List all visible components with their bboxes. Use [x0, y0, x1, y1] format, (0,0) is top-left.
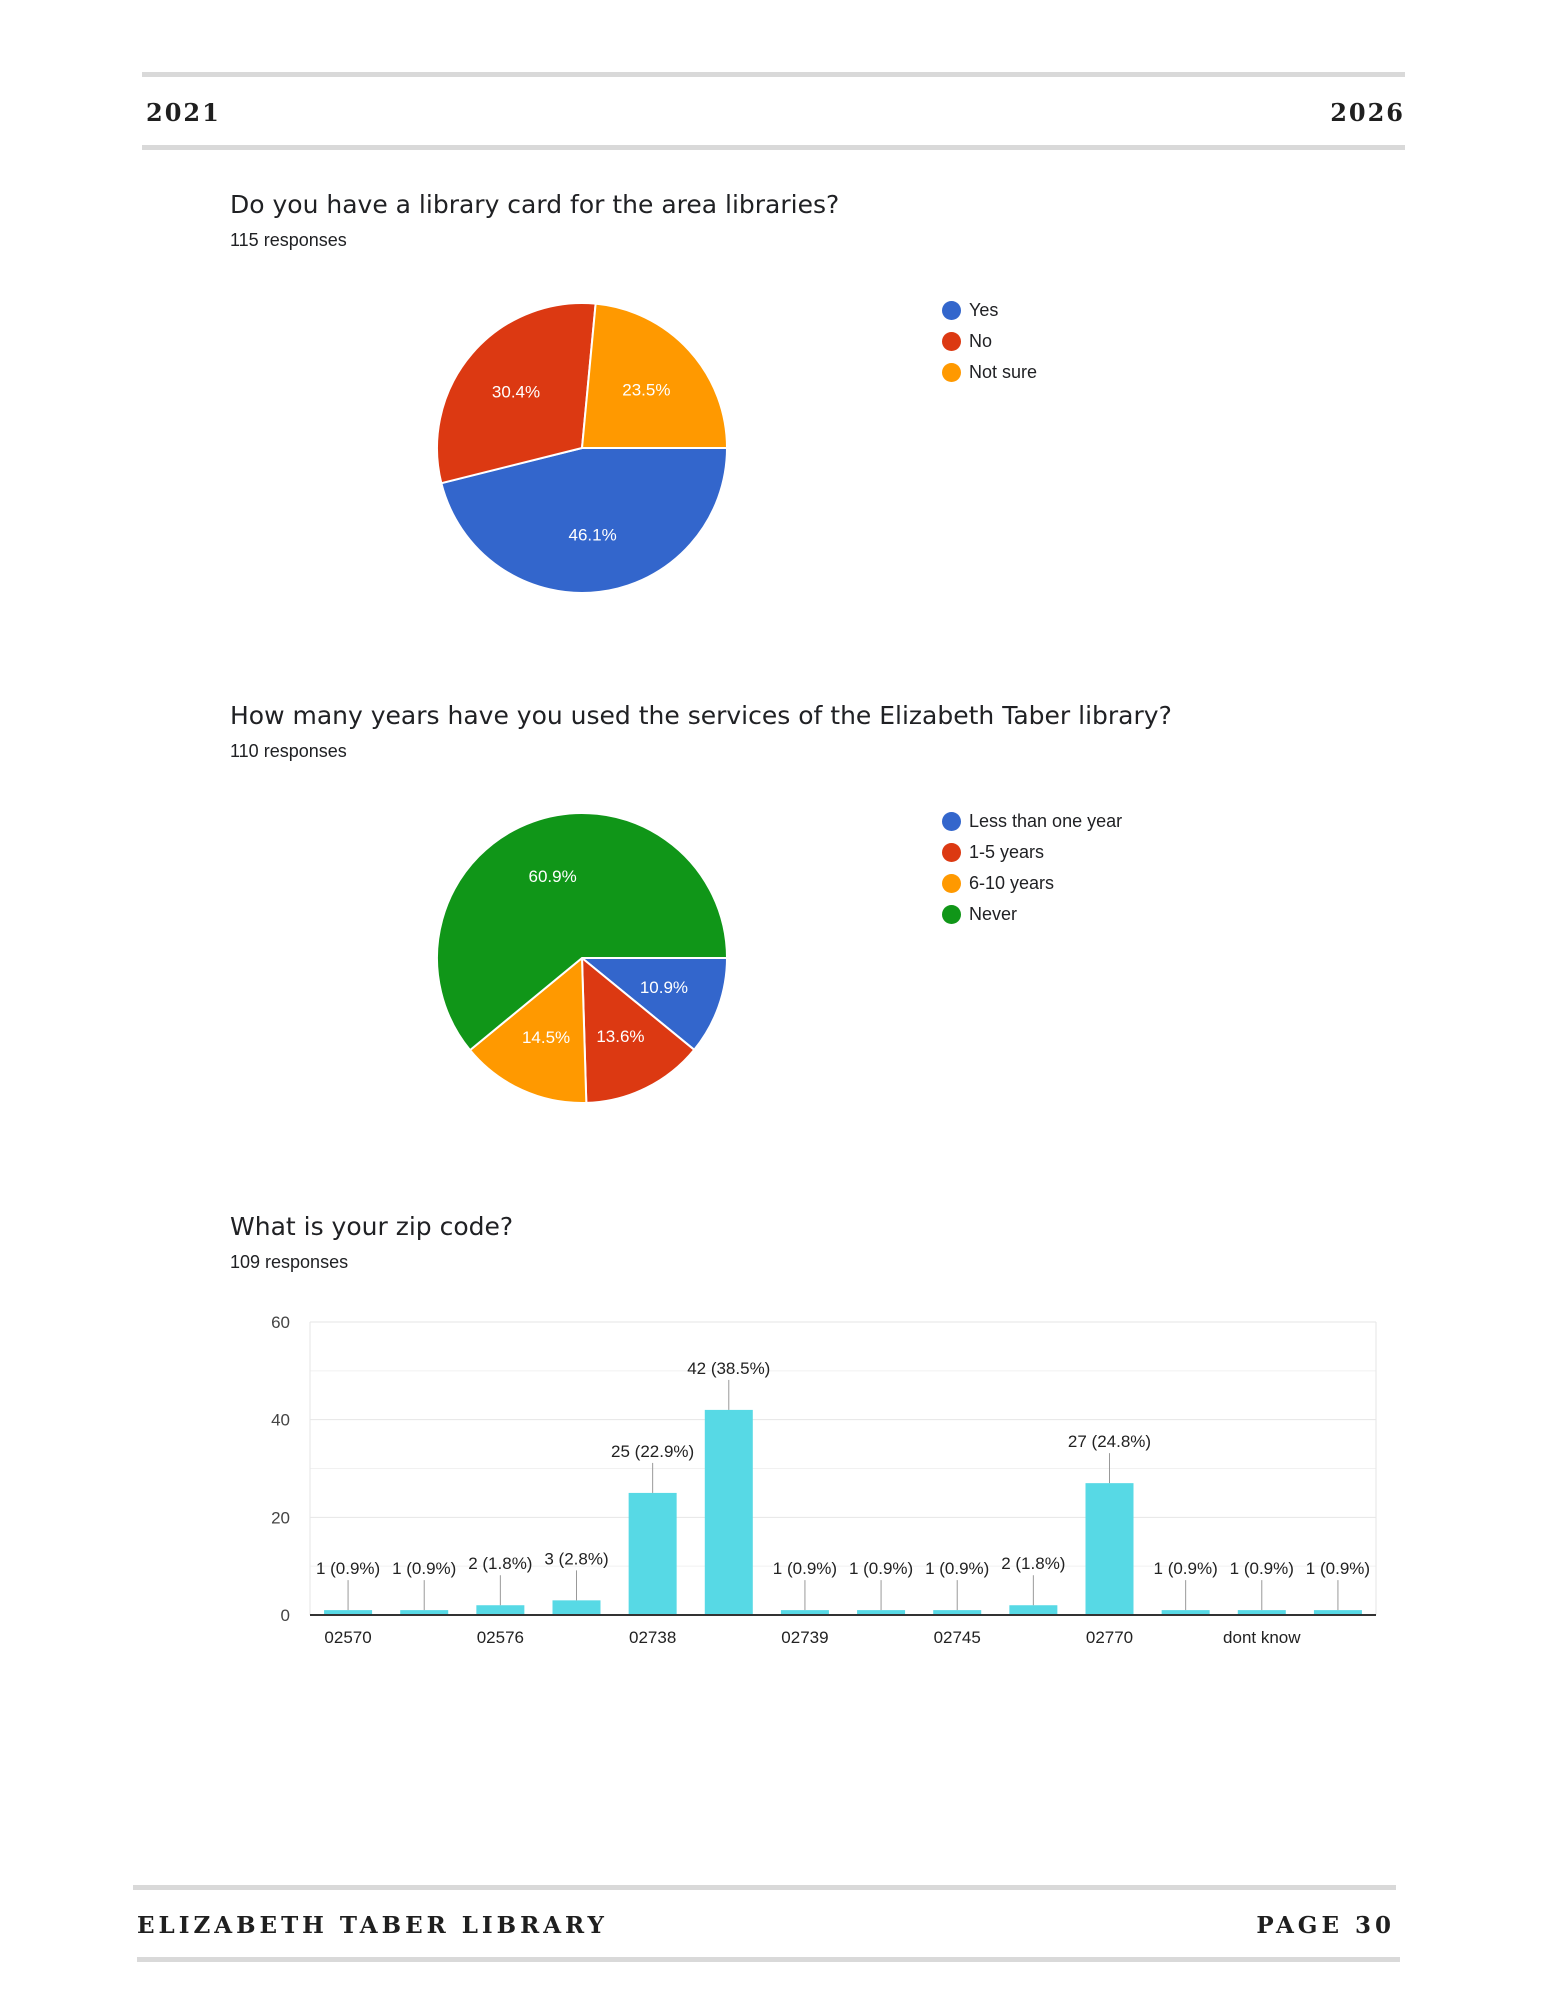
header-bottom-rule	[142, 145, 1405, 150]
bar-3	[552, 1600, 601, 1615]
years-legend-dot-1	[942, 843, 961, 862]
bar-xtick-0: 02570	[324, 1628, 371, 1647]
card-slice-label-0: 46.1%	[569, 525, 617, 544]
card-slice-0	[440, 447, 729, 594]
years-slice-0	[579, 957, 729, 1052]
bar-data-label-7: 1 (0.9%)	[849, 1559, 913, 1578]
years-legend-dot-3	[942, 905, 961, 924]
bar-data-label-3: 3 (2.8%)	[544, 1549, 608, 1568]
card-slice-1	[436, 302, 597, 485]
card-slice-2	[580, 302, 729, 449]
pie-chart-years-used: 10.9% 13.6% 14.5% 60.9%	[436, 812, 729, 1104]
years-legend-item-3: Never	[942, 899, 1122, 930]
years-legend-label-0: Less than one year	[969, 811, 1123, 831]
footer-top-rule	[133, 1885, 1396, 1890]
bar-ytick-0: 0	[281, 1606, 290, 1625]
bar-xtick-2: 02738	[629, 1628, 676, 1647]
card-legend-dot-0	[942, 301, 961, 320]
bar-data-label-1: 1 (0.9%)	[392, 1559, 456, 1578]
bar-data-label-4: 25 (22.9%)	[611, 1442, 694, 1461]
card-legend-item-1: No	[942, 326, 1037, 357]
footer-bottom-rule	[137, 1957, 1400, 1962]
bar-xtick-5: 02770	[1086, 1628, 1133, 1647]
years-slice-label-2: 14.5%	[522, 1028, 570, 1047]
bar-ytick-2: 40	[271, 1411, 290, 1430]
bar-data-label-5: 42 (38.5%)	[687, 1359, 770, 1378]
years-legend-dot-0	[942, 812, 961, 831]
years-legend-item-0: Less than one year	[942, 806, 1122, 837]
bar-9	[1009, 1605, 1058, 1615]
bar-data-label-2: 2 (1.8%)	[468, 1554, 532, 1573]
bar-5	[704, 1409, 753, 1615]
years-slice-label-1: 13.6%	[596, 1027, 644, 1046]
footer-library-name: ELIZABETH TABER LIBRARY	[137, 1912, 608, 1939]
bar-1	[400, 1610, 449, 1615]
header-top-rule	[142, 72, 1405, 77]
bar-4	[628, 1492, 677, 1615]
bar-8	[933, 1610, 982, 1615]
bar-13	[1313, 1610, 1362, 1615]
bar-chart-zip-code: 0 20 40 60 1 (0.9%) 1 (0.9%) 2 (1.8%) 3 (2.8%) 2…	[271, 1313, 1377, 1647]
card-legend-item-0: Yes	[942, 295, 1037, 326]
question-2-responses: 110 responses	[230, 741, 347, 761]
question-1-responses: 115 responses	[230, 230, 347, 250]
question-3-responses: 109 responses	[230, 1252, 349, 1272]
years-legend-dot-2	[942, 874, 961, 893]
card-slice-label-2: 23.5%	[622, 380, 670, 399]
bar-xtick-6: dont know	[1223, 1628, 1301, 1647]
bar-12	[1237, 1610, 1286, 1615]
bar-data-label-11: 1 (0.9%)	[1154, 1559, 1218, 1578]
legend-library-card: Yes No Not sure	[942, 295, 1037, 388]
bar-data-label-9: 2 (1.8%)	[1001, 1554, 1065, 1573]
years-legend-label-1: 1-5 years	[969, 842, 1045, 862]
years-slice-label-0: 10.9%	[640, 978, 688, 997]
pie-chart-library-card: 46.1% 30.4% 23.5%	[436, 302, 729, 594]
bar-data-label-8: 1 (0.9%)	[925, 1559, 989, 1578]
header-year-end: 2026	[1330, 98, 1405, 127]
bar-0	[324, 1610, 373, 1615]
bar-data-label-10: 27 (24.8%)	[1068, 1432, 1151, 1451]
question-3-title: What is your zip code?	[230, 1212, 514, 1241]
bar-10	[1085, 1483, 1134, 1615]
years-legend-item-2: 6-10 years	[942, 868, 1122, 899]
bar-ytick-1: 20	[271, 1508, 290, 1527]
card-legend-label-2: Not sure	[969, 362, 1038, 382]
years-slice-3	[436, 812, 729, 1052]
footer-page-number: PAGE 30	[1256, 1912, 1395, 1939]
bar-2	[476, 1605, 525, 1615]
years-legend-label-3: Never	[969, 904, 1018, 924]
card-legend-dot-2	[942, 363, 961, 382]
years-slice-2	[468, 955, 588, 1104]
bar-xtick-1: 02576	[477, 1628, 524, 1647]
years-legend-item-1: 1-5 years	[942, 837, 1122, 868]
bar-xtick-4: 02745	[934, 1628, 981, 1647]
card-legend-dot-1	[942, 332, 961, 351]
bar-11	[1161, 1610, 1210, 1615]
header-year-start: 2021	[146, 98, 221, 127]
bar-data-label-6: 1 (0.9%)	[773, 1559, 837, 1578]
years-slice-1	[580, 955, 696, 1104]
bar-data-label-12: 1 (0.9%)	[1230, 1559, 1294, 1578]
bar-6	[780, 1610, 829, 1615]
bar-7	[857, 1610, 906, 1615]
card-legend-label-0: Yes	[969, 300, 999, 320]
question-2-title: How many years have you used the service…	[230, 701, 1172, 730]
card-legend-label-1: No	[969, 331, 993, 351]
card-slice-label-1: 30.4%	[492, 382, 540, 401]
years-legend-label-2: 6-10 years	[969, 873, 1055, 893]
bar-ytick-3: 60	[271, 1313, 290, 1332]
card-legend-item-2: Not sure	[942, 357, 1037, 388]
bar-data-label-0: 1 (0.9%)	[316, 1559, 380, 1578]
bar-data-label-13: 1 (0.9%)	[1306, 1559, 1370, 1578]
years-slice-label-3: 60.9%	[529, 867, 577, 886]
legend-years-used: Less than one year 1-5 years 6-10 years Nev…	[942, 806, 1122, 930]
bar-xtick-3: 02739	[781, 1628, 828, 1647]
question-1-title: Do you have a library card for the area …	[230, 190, 840, 219]
